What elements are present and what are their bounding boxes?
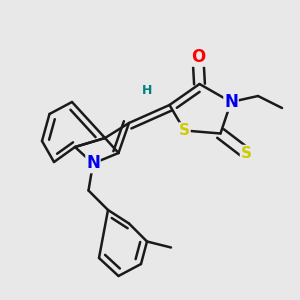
- Text: S: S: [241, 146, 251, 160]
- Text: H: H: [142, 83, 152, 97]
- Text: S: S: [179, 123, 190, 138]
- Text: N: N: [86, 154, 100, 172]
- Text: N: N: [224, 93, 238, 111]
- Text: O: O: [191, 48, 205, 66]
